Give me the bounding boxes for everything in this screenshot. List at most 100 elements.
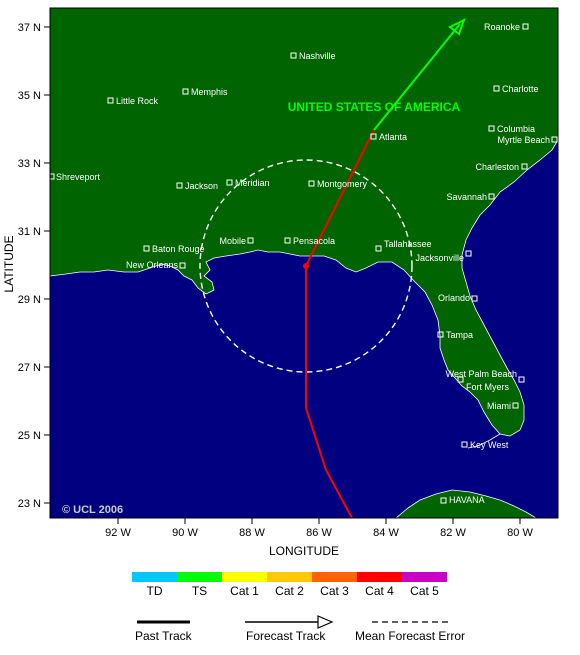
land-keys [467, 433, 501, 449]
city-label: Atlanta [379, 132, 407, 142]
city-west-palm-beach: West Palm Beach [446, 369, 525, 383]
city-marker [551, 136, 558, 143]
city-label: Montgomery [317, 179, 368, 189]
forecast-track-label: Forecast Track [246, 629, 326, 643]
legend-label-cat5: Cat 5 [410, 584, 439, 598]
city-charleston: Charleston [475, 162, 528, 172]
city-jacksonville: Jacksonville [415, 250, 472, 263]
lon-tick-label: 86 W [306, 527, 332, 539]
city-marker [440, 497, 447, 504]
city-label: HAVANA [449, 495, 485, 505]
city-marker [176, 182, 183, 189]
city-marker [465, 250, 472, 257]
city-label: Fort Myers [466, 382, 510, 392]
city-label: Roanoke [484, 22, 520, 32]
city-label: Nashville [299, 51, 336, 61]
city-label: West Palm Beach [446, 369, 517, 379]
city-label: Tampa [446, 330, 473, 340]
city-marker [50, 173, 55, 180]
city-label: Tallahassee [384, 239, 432, 249]
city-havana: HAVANA [440, 495, 485, 505]
city-marker [493, 85, 500, 92]
map-canvas: UNITED STATES OF AMERICA © UCL 2006 Roan… [2, 7, 559, 558]
city-label: Mobile [219, 236, 246, 246]
mean-error-label: Mean Forecast Error [355, 629, 466, 643]
city-label: Miami [487, 401, 511, 411]
city-nashville: Nashville [290, 51, 336, 61]
legend-label-cat4: Cat 4 [365, 584, 394, 598]
city-label: Pensacola [293, 236, 335, 246]
lon-axis: 92 W 90 W 88 W 86 W 84 W 82 W 80 W [105, 518, 533, 539]
city-new-orleans: New Orleans [126, 260, 186, 270]
legend-label-cat2: Cat 2 [275, 584, 304, 598]
city-key-west: Key West [461, 440, 509, 450]
city-marker [247, 237, 254, 244]
land-mainland [50, 8, 558, 437]
city-marker [457, 376, 464, 383]
past-track-line [305, 266, 353, 518]
city-orlando: Orlando [438, 293, 478, 303]
city-label: Shreveport [56, 172, 101, 182]
city-label: Little Rock [116, 96, 159, 106]
city-label: Jacksonville [415, 253, 464, 263]
current-position-marker [303, 263, 309, 269]
city-tallahassee: Tallahassee [375, 239, 432, 252]
city-savannah: Savannah [446, 192, 495, 202]
city-marker [461, 441, 468, 448]
legend-swatch-cat4 [357, 572, 402, 582]
lon-tick-label: 92 W [105, 527, 131, 539]
city-meridian: Meridian [226, 178, 270, 188]
city-atlanta: Atlanta [370, 132, 407, 142]
lat-tick-label: 31 N [18, 226, 41, 238]
city-marker [518, 376, 525, 383]
legend-label-cat1: Cat 1 [230, 584, 259, 598]
legend-swatch-td [132, 572, 177, 582]
forecast-track-ts [373, 23, 461, 131]
country-label: UNITED STATES OF AMERICA [288, 100, 461, 114]
track-key-symbols [137, 615, 452, 629]
legend-swatch-cat2 [267, 572, 312, 582]
legend-swatch-cat3 [312, 572, 357, 582]
city-jackson: Jackson [176, 181, 218, 191]
lon-tick-label: 88 W [239, 527, 265, 539]
city-myrtle-beach: Myrtle Beach [497, 135, 558, 145]
lat-tick-label: 25 N [18, 430, 41, 442]
city-marker [226, 179, 233, 186]
city-roanoke: Roanoke [484, 22, 529, 32]
city-label: Charleston [475, 162, 519, 172]
city-little-rock: Little Rock [107, 96, 159, 106]
lat-tick-label: 35 N [18, 90, 41, 102]
city-columbia: Columbia [488, 124, 535, 134]
city-marker [375, 245, 382, 252]
city-marker [471, 295, 478, 302]
city-label: Baton Rouge [152, 244, 205, 254]
legend-label-td: TD [146, 584, 163, 598]
lon-tick-label: 80 W [507, 527, 533, 539]
city-label: New Orleans [126, 260, 179, 270]
lat-tick-label: 27 N [18, 362, 41, 374]
city-label: Jackson [185, 181, 218, 191]
city-label: Meridian [235, 178, 270, 188]
lat-tick-label: 29 N [18, 294, 41, 306]
legend-swatch-cat1 [222, 572, 267, 582]
past-track-label: Past Track [135, 629, 192, 643]
city-memphis: Memphis [182, 87, 228, 97]
legend-label-cat3: Cat 3 [320, 584, 349, 598]
city-fort-myers: Fort Myers [457, 376, 510, 392]
lon-tick-label: 90 W [172, 527, 198, 539]
city-label: Myrtle Beach [497, 135, 550, 145]
city-shreveport: Shreveport [50, 172, 101, 182]
city-label: Savannah [446, 192, 487, 202]
lat-axis: 37 N 35 N 33 N 31 N 29 N 27 N 25 N 23 N [18, 22, 50, 510]
city-label: Key West [470, 440, 509, 450]
city-tampa: Tampa [437, 330, 473, 340]
city-marker [107, 97, 114, 104]
y-axis-title: LATITUDE [2, 235, 16, 292]
mean-forecast-error-circle [199, 159, 413, 373]
city-label: Charlotte [502, 84, 539, 94]
city-baton-rouge: Baton Rouge [143, 244, 205, 254]
city-marker [488, 193, 495, 200]
lat-tick-label: 33 N [18, 158, 41, 170]
city-marker [488, 125, 495, 132]
lat-tick-label: 23 N [18, 498, 41, 510]
